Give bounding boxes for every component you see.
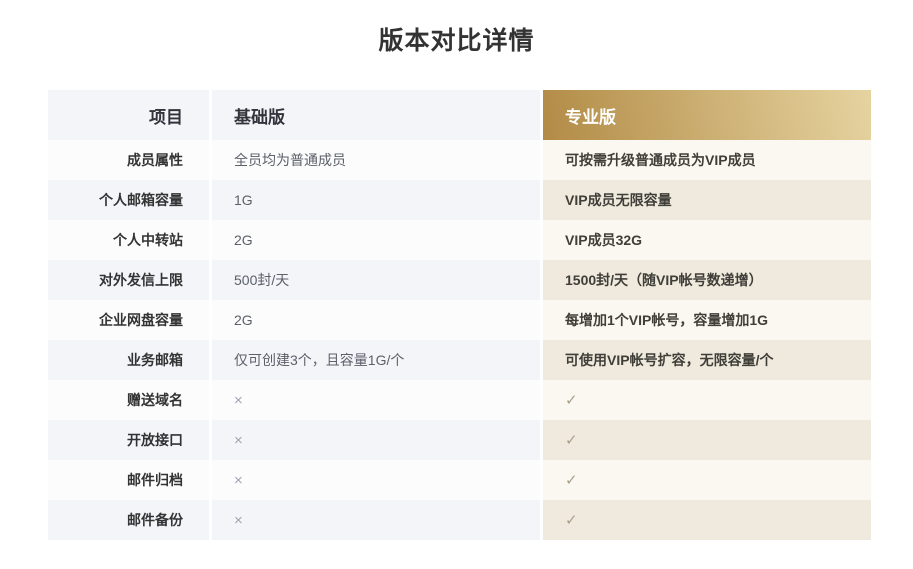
check-icon: ✓: [543, 500, 871, 540]
table-header-row: 项目 基础版 专业版: [48, 90, 871, 140]
row-label: 开放接口: [48, 420, 209, 460]
check-icon: ✓: [543, 420, 871, 460]
comparison-table: 项目 基础版 专业版 成员属性 全员均为普通成员 可按需升级普通成员为VIP成员…: [48, 90, 871, 540]
pro-value: VIP成员无限容量: [543, 180, 871, 220]
basic-value: 500封/天: [212, 260, 540, 300]
cross-icon: ×: [212, 380, 540, 420]
table-row: 邮件归档 × ✓: [48, 460, 871, 500]
row-label: 个人邮箱容量: [48, 180, 209, 220]
table-row: 赠送域名 × ✓: [48, 380, 871, 420]
column-header-pro: 专业版: [543, 90, 871, 140]
basic-value: 2G: [212, 300, 540, 340]
pro-value: VIP成员32G: [543, 220, 871, 260]
table-row: 业务邮箱 仅可创建3个，且容量1G/个 可使用VIP帐号扩容，无限容量/个: [48, 340, 871, 380]
pro-value: 可按需升级普通成员为VIP成员: [543, 140, 871, 180]
table-row: 个人中转站 2G VIP成员32G: [48, 220, 871, 260]
basic-value: 2G: [212, 220, 540, 260]
table-row: 开放接口 × ✓: [48, 420, 871, 460]
row-label: 赠送域名: [48, 380, 209, 420]
row-label: 邮件归档: [48, 460, 209, 500]
row-label: 成员属性: [48, 140, 209, 180]
check-icon: ✓: [543, 460, 871, 500]
cross-icon: ×: [212, 460, 540, 500]
basic-value: 全员均为普通成员: [212, 140, 540, 180]
page-title: 版本对比详情: [378, 27, 535, 55]
row-label: 对外发信上限: [48, 260, 209, 300]
pro-value: 1500封/天（随VIP帐号数递增）: [543, 260, 871, 300]
row-label: 个人中转站: [48, 220, 209, 260]
check-icon: ✓: [543, 380, 871, 420]
table-row: 企业网盘容量 2G 每增加1个VIP帐号，容量增加1G: [48, 300, 871, 340]
version-comparison-page: 版本对比详情 项目 基础版 专业版 成员属性 全员均为普通成员 可按需升级普通成…: [0, 24, 913, 540]
basic-value: 仅可创建3个，且容量1G/个: [212, 340, 540, 380]
row-label: 业务邮箱: [48, 340, 209, 380]
cross-icon: ×: [212, 500, 540, 540]
column-header-item: 项目: [48, 90, 209, 140]
row-label: 企业网盘容量: [48, 300, 209, 340]
pro-value: 可使用VIP帐号扩容，无限容量/个: [543, 340, 871, 380]
table-row: 邮件备份 × ✓: [48, 500, 871, 540]
column-header-basic: 基础版: [212, 90, 540, 140]
table-row: 个人邮箱容量 1G VIP成员无限容量: [48, 180, 871, 220]
row-label: 邮件备份: [48, 500, 209, 540]
cross-icon: ×: [212, 420, 540, 460]
pro-value: 每增加1个VIP帐号，容量增加1G: [543, 300, 871, 340]
table-row: 对外发信上限 500封/天 1500封/天（随VIP帐号数递增）: [48, 260, 871, 300]
table-row: 成员属性 全员均为普通成员 可按需升级普通成员为VIP成员: [48, 140, 871, 180]
basic-value: 1G: [212, 180, 540, 220]
